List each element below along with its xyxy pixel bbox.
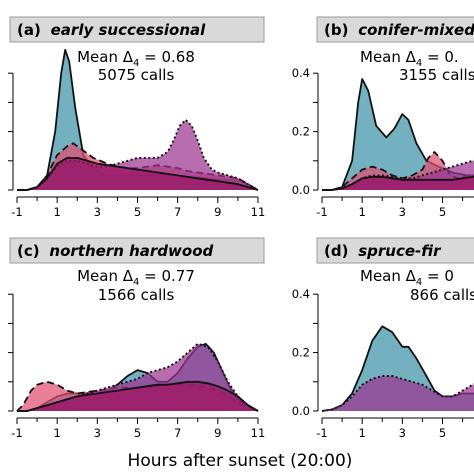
panel-b-x-tick-label: -1 — [316, 205, 327, 219]
panel-b-y-tick-label: 0.4 — [292, 66, 310, 80]
panel-d-title: (d) spruce-fir — [324, 242, 442, 260]
panel-b-calls: 3155 calls — [399, 66, 474, 84]
panel-b-series-4-line — [322, 175, 474, 191]
panel-d-x-tick-label: -1 — [316, 426, 327, 440]
panel-a-series-4-area — [17, 157, 258, 190]
panel-b-y-tick-label: 0.2 — [292, 125, 310, 139]
panel-a-mean: Mean Δ4 = 0.68 — [77, 48, 195, 69]
panel-b-mean-prefix: Mean Δ — [360, 48, 417, 66]
panel-b-y-tick-label: 0.0 — [292, 183, 310, 197]
panel-a-x-tick-label: 3 — [94, 205, 101, 219]
panel-a-habitat: early successional — [51, 21, 207, 39]
panel-b-label: (b) — [324, 21, 348, 39]
panel-d-x-tick-label: 5 — [439, 426, 446, 440]
panel-b-mean-sub: 4 — [416, 58, 422, 69]
panel-b-x-tick-label: 5 — [439, 205, 446, 219]
panel-b-mean: Mean Δ4 = 0. — [360, 48, 459, 69]
panel-b-x-tick-label: 3 — [399, 205, 406, 219]
panel-d-mean-sub: 4 — [416, 277, 422, 288]
panel-c-habitat: northern hardwood — [49, 242, 213, 260]
panel-c-x-tick-label: 5 — [134, 426, 141, 440]
panel-a: (a) early successional -1 1 3 5 7 9 11 Mean Δ4… — [8, 16, 266, 219]
panel-c-mean-prefix: Mean Δ — [77, 267, 134, 285]
panel-b-title: (b) conifer-mixed — [324, 21, 474, 39]
panel-a-x-tick-label: 5 — [134, 205, 141, 219]
panel-c-x-tick-label: 7 — [174, 426, 181, 440]
panel-d-mean: Mean Δ4 = 0 — [360, 267, 454, 288]
panel-b-mean-value: = 0. — [422, 48, 458, 66]
panel-a-title: (a) early successional — [17, 21, 206, 39]
panel-c-x-tick-label: 11 — [251, 426, 266, 440]
panel-a-x-tick-label: 9 — [214, 205, 221, 219]
x-axis-title: Hours after sunset (20:00) — [128, 451, 353, 471]
panel-d-mean-prefix: Mean Δ — [360, 267, 417, 285]
panel-d-strip — [316, 237, 474, 264]
panel-a-mean-prefix: Mean Δ — [77, 48, 134, 66]
panel-a-label: (a) — [17, 21, 41, 39]
panel-b-habitat: conifer-mixed — [358, 21, 474, 39]
panel-a-strip — [9, 16, 265, 43]
panel-d-habitat: spruce-fir — [358, 242, 442, 260]
panel-d-series-2-line — [321, 375, 474, 412]
panel-a-plot: -1 1 3 5 7 9 11 — [8, 48, 266, 219]
panel-c-x-tick-label: 9 — [214, 426, 221, 440]
panel-d-calls: 866 calls — [410, 286, 474, 304]
panel-c-strip — [9, 237, 265, 264]
panel-c-plot: -1 1 3 5 7 9 11 — [8, 293, 266, 440]
panel-d-mean-value: = 0 — [422, 267, 454, 285]
panel-c-x-tick-label: -1 — [11, 426, 22, 440]
panel-c-title: (c) northern hardwood — [17, 242, 213, 260]
panel-c-mean-sub: 4 — [133, 277, 139, 288]
panel-c: (c) northern hardwood -1 1 3 5 7 9 11 Mean Δ4 … — [8, 237, 266, 440]
panel-d-y-tick-label: 0.4 — [292, 287, 310, 301]
panel-b-x-tick-label: 1 — [359, 205, 366, 219]
panel-c-mean: Mean Δ4 = 0.77 — [77, 267, 195, 288]
panel-a-x-tick-label: 7 — [174, 205, 181, 219]
panel-d-label: (d) — [324, 242, 348, 260]
panel-d-x-tick-label: 3 — [399, 426, 406, 440]
panel-c-mean-value: = 0.77 — [139, 267, 195, 285]
panel-d-y-tick-label: 0.2 — [292, 346, 310, 360]
panel-a-x-tick-label: 1 — [54, 205, 61, 219]
panel-c-x-tick-label: 1 — [54, 426, 61, 440]
panel-c-calls: 1566 calls — [98, 286, 175, 304]
panel-a-calls: 5075 calls — [98, 66, 175, 84]
panel-b-strip — [316, 16, 474, 43]
panel-c-series-4-line — [17, 380, 259, 412]
panel-d-series-2-area — [322, 376, 474, 411]
panel-c-label: (c) — [17, 242, 40, 260]
panel-a-mean-value: = 0.68 — [139, 48, 195, 66]
panel-c-series-4-area — [17, 381, 258, 411]
panel-c-x-tick-label: 3 — [94, 426, 101, 440]
panel-a-series-4-line — [17, 157, 259, 191]
panel-a-x-tick-label: 11 — [251, 205, 266, 219]
panel-a-x-tick-label: -1 — [11, 205, 22, 219]
panel-d-x-tick-label: 1 — [359, 426, 366, 440]
panel-a-mean-sub: 4 — [133, 58, 139, 69]
panel-b-series-1-area — [322, 79, 474, 190]
panel-d-y-tick-label: 0.0 — [292, 404, 310, 418]
